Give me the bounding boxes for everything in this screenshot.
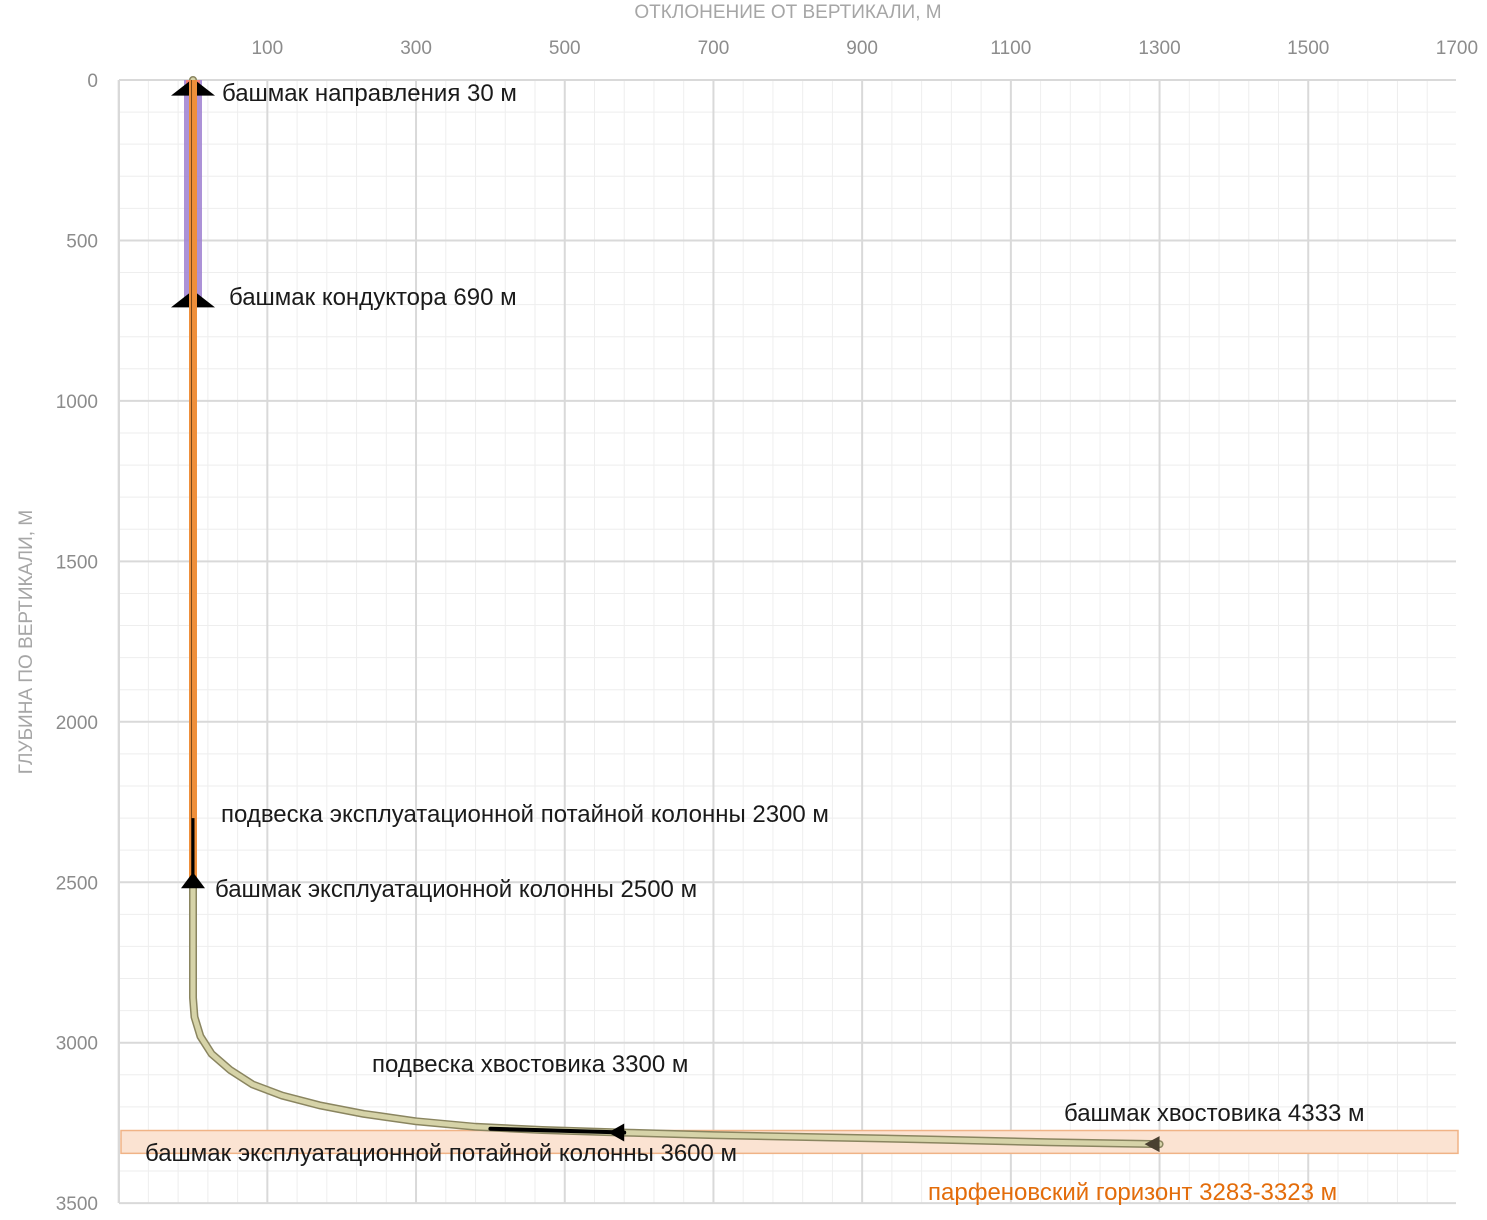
axis-ticks: 100 300 500 700 900 1100 1300 1500 1700 0 500 1000 1… (56, 38, 1478, 1215)
annotation-tail-hanger: подвеска хвостовика 3300 м (372, 1051, 688, 1078)
well-path-layer (184, 76, 1164, 1149)
annotation-tail-shoe: башмак хвостовика 4333 м (1064, 1100, 1364, 1127)
shoe-markers (171, 81, 1160, 1153)
y-tick-label: 3000 (56, 1034, 98, 1055)
direction-shoe-right-icon (197, 81, 215, 96)
y-tick-label: 1000 (56, 392, 98, 413)
y-tick-label: 3500 (56, 1194, 98, 1215)
annotation-conductor-shoe: башмак кондуктора 690 м (229, 284, 517, 311)
annotation-liner-shoe-3600: башмак эксплуатационной потайной колонны… (145, 1140, 737, 1167)
y-tick-label: 2500 (56, 873, 98, 894)
y-tick-label: 0 (87, 71, 98, 92)
major-gridlines (117, 79, 1456, 1205)
direction-shoe-left-icon (171, 81, 189, 96)
x-tick-label: 700 (698, 38, 730, 59)
x-tick-label: 1300 (1138, 38, 1180, 59)
formation-band (120, 1129, 1459, 1155)
annotation-liner-hanger-2300: подвеска эксплуатационной потайной колон… (221, 801, 829, 828)
x-tick-label: 1100 (990, 38, 1031, 59)
x-axis-title: ОТКЛОНЕНИЕ ОТ ВЕРТИКАЛИ, М (634, 2, 941, 23)
annotation-direction-shoe: башмак направления 30 м (222, 80, 517, 107)
formation-layer (120, 1129, 1459, 1155)
tail-hanger-segment (488, 1126, 627, 1135)
formation-label: парфеновский горизонт 3283-3323 м (928, 1179, 1337, 1206)
minor-gridlines (119, 80, 1456, 1203)
conductor-shoe-left-icon (171, 293, 189, 308)
production-casing (189, 80, 197, 883)
production-shoe-icon (181, 872, 205, 889)
x-tick-label: 500 (549, 38, 581, 59)
y-tick-label: 1500 (56, 552, 98, 573)
x-tick-label: 1700 (1436, 38, 1478, 59)
tail-shoe-icon (1144, 1136, 1160, 1153)
x-tick-label: 100 (251, 38, 283, 59)
x-tick-label: 300 (400, 38, 432, 59)
y-axis-title: ГЛУБИНА ПО ВЕРТИКАЛИ, М (16, 510, 37, 774)
y-tick-label: 2000 (56, 713, 98, 734)
liner-shoe-icon (608, 1123, 625, 1142)
annotation-production-shoe: башмак эксплуатационной колонны 2500 м (215, 876, 697, 903)
y-tick-label: 500 (66, 231, 98, 252)
conductor-shoe-right-icon (197, 293, 215, 308)
x-tick-label: 1500 (1287, 38, 1329, 59)
x-tick-label: 900 (846, 38, 878, 59)
